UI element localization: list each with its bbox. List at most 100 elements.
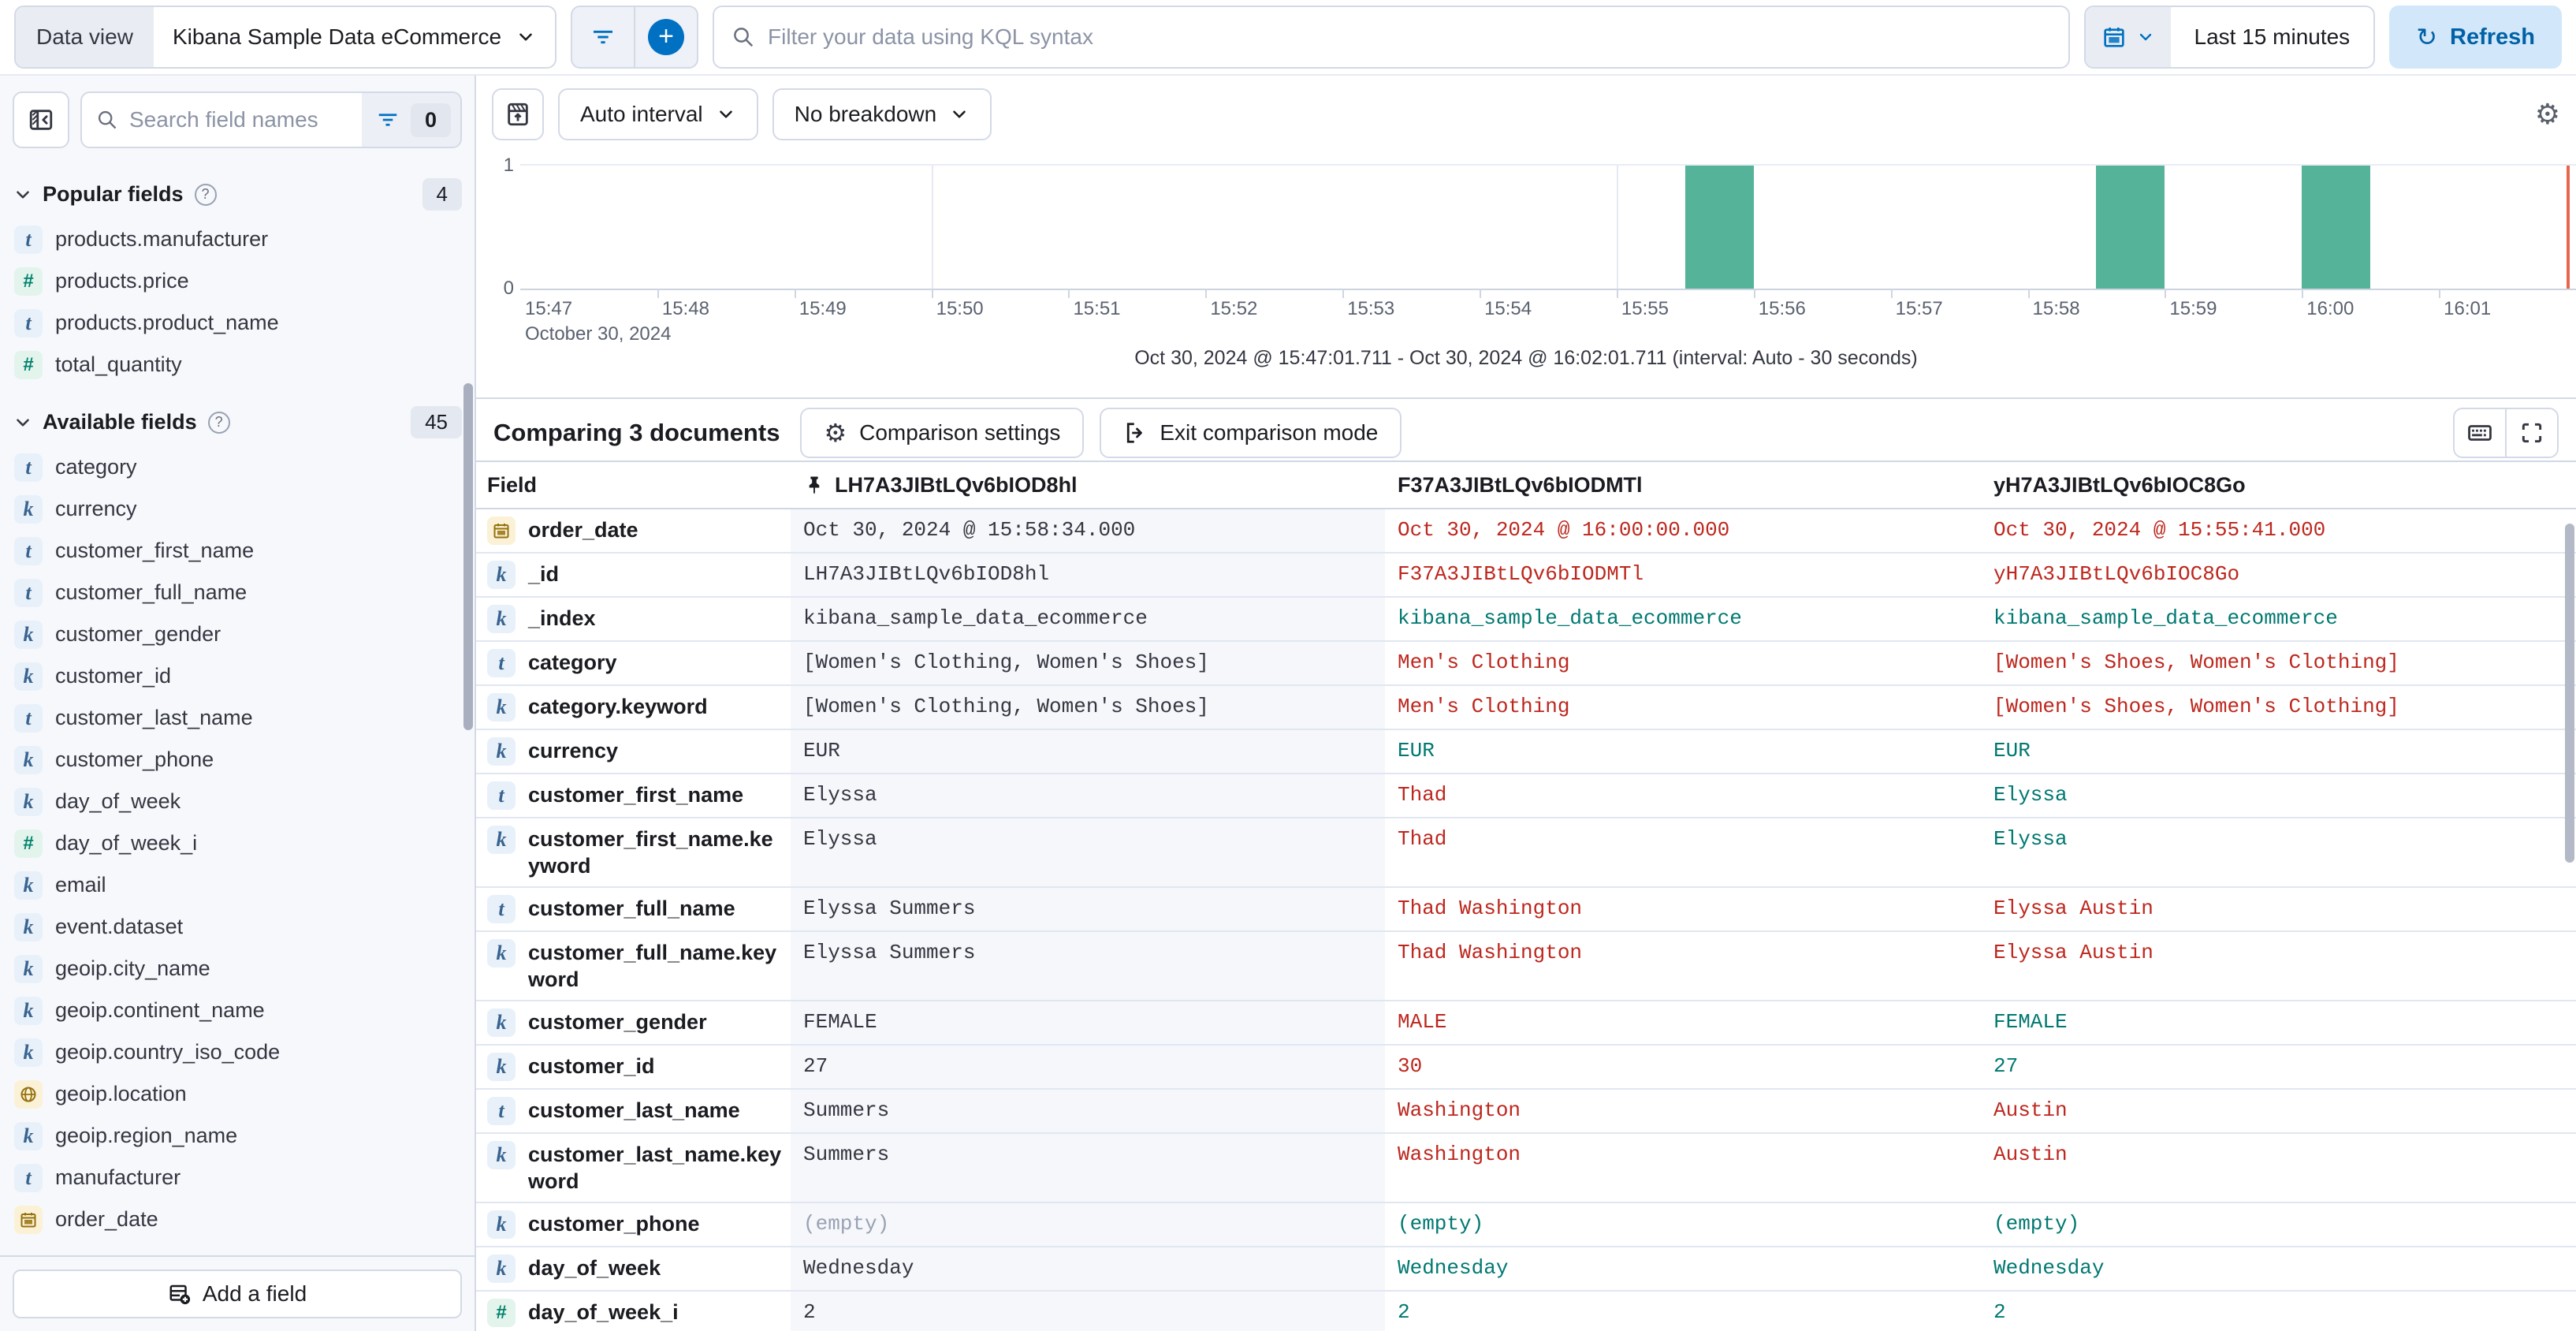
field-filter-controls[interactable]: 0 (361, 93, 460, 147)
add-field-button[interactable]: Add a field (13, 1269, 462, 1318)
document-column-header[interactable]: F37A3JIBtLQv6bIODMTl (1385, 473, 1981, 498)
field-list-item[interactable]: customer_last_name (13, 697, 462, 739)
field-list-item[interactable]: category (13, 446, 462, 488)
field-list-item[interactable]: customer_id (13, 655, 462, 697)
date-picker-button[interactable] (2085, 7, 2171, 67)
chart-options-button[interactable]: ⚙ (2535, 100, 2560, 129)
x-axis-tick-label: 15:52 (1205, 289, 1257, 320)
sidebar-scrollbar[interactable] (463, 383, 473, 730)
base-document-value: kibana_sample_data_ecommerce (791, 598, 1385, 640)
field-list-item[interactable]: geoip.location (13, 1073, 462, 1115)
field-list-item[interactable]: customer_first_name (13, 530, 462, 572)
pinned-document-column-header[interactable]: LH7A3JIBtLQv6bIOD8hl (791, 473, 1385, 498)
document-histogram[interactable]: 1 0 15:47 15:48 15:49 15:50 15:51 15:52 15:53 1… (504, 155, 2576, 345)
field-list-item[interactable]: products.product_name (13, 302, 462, 344)
field-cell[interactable]: category.keyword (476, 686, 791, 729)
field-name-label: day_of_week (528, 1256, 661, 1280)
field-list-item[interactable]: customer_full_name (13, 572, 462, 613)
table-row: category.keyword [Women's Clothing, Wome… (476, 686, 2576, 730)
field-list-item[interactable]: total_quantity (13, 344, 462, 386)
field-cell[interactable]: customer_first_name (476, 774, 791, 817)
field-list-item[interactable]: manufacturer (13, 1157, 462, 1199)
field-cell[interactable]: customer_full_name.keyword (476, 932, 791, 1000)
interval-select[interactable]: Auto interval (558, 88, 758, 140)
field-cell[interactable]: customer_full_name (476, 888, 791, 930)
field-cell[interactable]: customer_phone (476, 1203, 791, 1246)
field-cell[interactable]: _id (476, 554, 791, 596)
field-list-item[interactable]: day_of_week (13, 781, 462, 822)
comparison-value: Austin (1993, 1143, 2068, 1166)
field-type-icon (487, 605, 516, 633)
field-cell[interactable]: order_date (476, 509, 791, 552)
y-axis-max-label: 1 (503, 155, 514, 176)
field-cell[interactable]: customer_id (476, 1046, 791, 1088)
fullscreen-button[interactable] (2507, 409, 2557, 457)
table-row: customer_phone (empty) (empty) (empty) (476, 1203, 2576, 1247)
field-type-icon (14, 871, 43, 900)
time-range-button[interactable]: Last 15 minutes (2171, 7, 2374, 67)
comparison-value: Oct 30, 2024 @ 16:00:00.000 (1398, 518, 1730, 542)
field-list-item[interactable]: order_date (13, 1199, 462, 1240)
field-type-icon (14, 1163, 43, 1192)
data-view-select-button[interactable]: Kibana Sample Data eCommerce (154, 7, 555, 67)
field-cell[interactable]: customer_last_name (476, 1090, 791, 1132)
field-search[interactable]: 0 (80, 91, 462, 148)
comparison-settings-button[interactable]: ⚙ Comparison settings (800, 408, 1085, 458)
breakdown-select[interactable]: No breakdown (772, 88, 992, 140)
field-list-item[interactable]: products.manufacturer (13, 218, 462, 260)
field-list-item[interactable]: event.dataset (13, 906, 462, 948)
histogram-bar[interactable] (1684, 166, 1754, 289)
field-name-label: category.keyword (528, 695, 708, 718)
field-list-item[interactable]: day_of_week_i (13, 822, 462, 864)
table-scrollbar[interactable] (2565, 524, 2574, 863)
field-list-item[interactable]: products.price (13, 260, 462, 302)
field-list-item[interactable]: geoip.region_name (13, 1115, 462, 1157)
field-list-item[interactable]: geoip.continent_name (13, 990, 462, 1031)
field-cell[interactable]: currency (476, 730, 791, 773)
base-document-value: 2 (791, 1292, 1385, 1331)
exit-comparison-button[interactable]: Exit comparison mode (1100, 408, 1402, 458)
available-fields-header[interactable]: Available fields ? 45 (13, 406, 462, 438)
sidebar-collapse-button[interactable] (13, 91, 69, 148)
field-cell[interactable]: day_of_week (476, 1247, 791, 1290)
table-row: customer_full_name.keyword Elyssa Summer… (476, 932, 2576, 1001)
field-cell[interactable]: day_of_week_i (476, 1292, 791, 1331)
current-time-marker (2567, 166, 2570, 289)
field-type-icon (14, 350, 43, 379)
base-document-value: Elyssa Summers (791, 932, 1385, 1000)
document-column-header[interactable]: yH7A3JIBtLQv6bIOC8Go (1981, 473, 2576, 498)
field-cell[interactable]: customer_gender (476, 1001, 791, 1044)
keyboard-shortcuts-button[interactable] (2455, 409, 2505, 457)
field-search-input[interactable] (129, 107, 362, 132)
refresh-button[interactable]: ↻ Refresh (2389, 6, 2562, 69)
field-list-item[interactable]: email (13, 864, 462, 906)
histogram-bar[interactable] (2096, 166, 2165, 289)
field-cell[interactable]: category (476, 642, 791, 684)
fields-list-scroll-area[interactable]: Popular fields ? 4 products.manufacturer (0, 158, 475, 1255)
interval-value: Auto interval (580, 102, 703, 126)
base-document-value: Summers (791, 1134, 1385, 1202)
field-cell[interactable]: customer_first_name.keyword (476, 818, 791, 886)
histogram-bar[interactable] (2302, 166, 2371, 289)
field-list-item[interactable]: customer_phone (13, 739, 462, 781)
kql-search-input[interactable] (768, 24, 2051, 50)
field-list-item[interactable]: customer_gender (13, 613, 462, 655)
field-type-icon (14, 1121, 43, 1150)
comparison-value: Thad Washington (1398, 941, 1583, 964)
popular-fields-header[interactable]: Popular fields ? 4 (13, 178, 462, 211)
comparison-value: [Women's Shoes, Women's Clothing] (1993, 695, 2399, 718)
kql-search-bar[interactable] (713, 6, 2070, 69)
field-cell[interactable]: customer_last_name.keyword (476, 1134, 791, 1202)
field-list-item[interactable]: geoip.country_iso_code (13, 1031, 462, 1073)
vertical-gridline (931, 166, 933, 289)
field-type-icon (14, 578, 43, 607)
hide-chart-button[interactable] (492, 88, 544, 140)
field-cell[interactable]: _index (476, 598, 791, 640)
field-type-icon (487, 1141, 516, 1169)
add-filter-button[interactable]: + (635, 7, 697, 67)
filter-button[interactable] (572, 7, 634, 67)
field-type-icon (487, 516, 516, 545)
field-list-item[interactable]: geoip.city_name (13, 948, 462, 990)
field-name-label: event.dataset (55, 915, 184, 938)
field-list-item[interactable]: currency (13, 488, 462, 530)
